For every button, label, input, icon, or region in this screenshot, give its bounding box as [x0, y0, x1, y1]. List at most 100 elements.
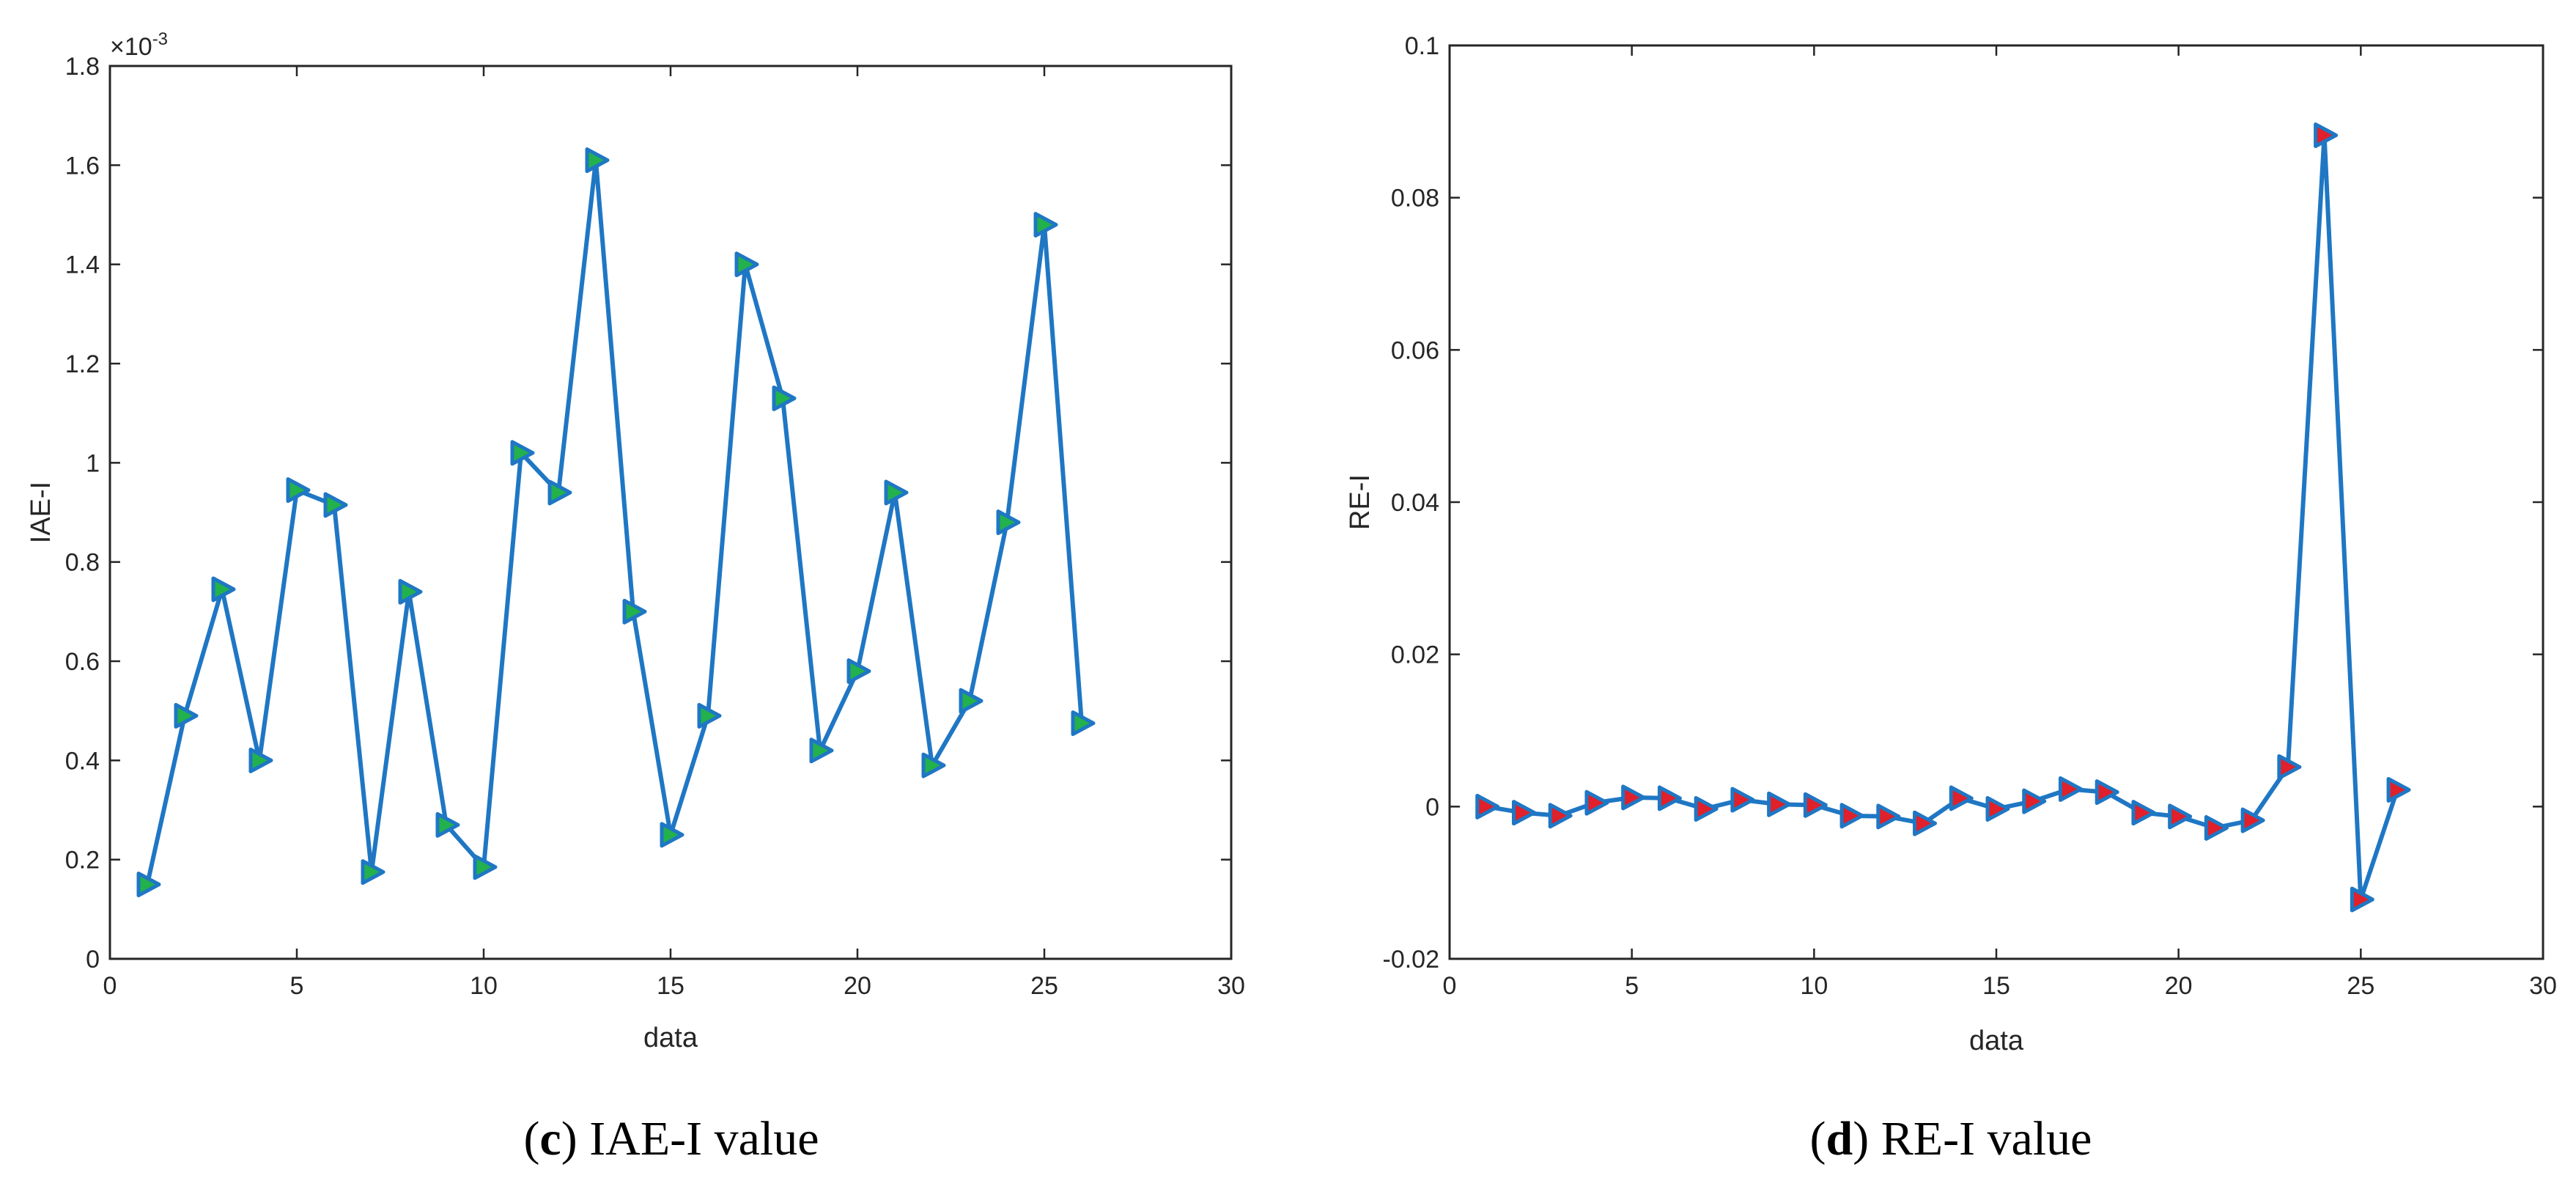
data-point-marker-c [1071, 710, 1096, 737]
caption-c-letter: c [539, 1112, 561, 1166]
data-point-marker-c [622, 598, 647, 625]
x-tick-label-c: 30 [1217, 972, 1245, 1000]
caption-d-letter: d [1826, 1112, 1853, 1166]
data-point-marker-d [2168, 803, 2193, 830]
data-point-marker-d [2386, 776, 2411, 803]
data-point-marker-d [1913, 810, 1938, 836]
data-point-marker-c [136, 872, 161, 897]
data-point-marker-c [772, 385, 797, 411]
x-tick-label-c: 5 [290, 972, 304, 1000]
data-point-marker-d [1548, 803, 1573, 829]
data-point-marker-d [1803, 792, 1828, 818]
data-point-marker-c [435, 811, 460, 838]
data-point-marker-c [921, 752, 946, 778]
y-tick-label-c: 1 [86, 449, 100, 477]
caption-c-text: IAE-I value [577, 1112, 819, 1166]
y-tick-label-c: 0.2 [65, 847, 100, 875]
y-axis-label-c: IAE-I [26, 482, 56, 543]
x-tick-label-d: 10 [1800, 972, 1828, 1000]
data-point-marker-d [1730, 787, 1755, 813]
x-tick-label-c: 25 [1030, 972, 1058, 1000]
caption-d: (d) RE-I value [1810, 1112, 2092, 1166]
chart-panel-c: 0 5 10 15 20 25 30 0 0.2 0.4 0.6 0.8 1 1.2 1.4 1.6 1.8 ×… [26, 29, 1245, 1166]
caption-c-open: ( [523, 1112, 539, 1166]
y-tick-label-d: 0.04 [1391, 489, 1439, 517]
data-point-marker-d [1657, 785, 1682, 811]
y-tick-label-c: 1.4 [65, 251, 100, 279]
x-axis-label-d: data [1969, 1026, 2024, 1056]
data-point-marker-d [2095, 779, 2119, 806]
data-point-marker-d [1511, 800, 1536, 826]
data-point-marker-c [398, 578, 423, 605]
y-tick-label-c: 0.4 [65, 747, 100, 775]
caption-c: (c) IAE-I value [523, 1112, 819, 1166]
data-point-marker-d [1767, 791, 1792, 817]
x-tick-label-c: 10 [470, 972, 498, 1000]
data-point-marker-d [1584, 789, 1609, 816]
data-point-marker-c [660, 822, 684, 848]
x-tick-label-d: 20 [2165, 972, 2193, 1000]
y-tick-label-d: 0.02 [1391, 641, 1439, 669]
data-point-marker-d [1876, 803, 1901, 830]
exponent-base-c: ×10 [110, 33, 152, 61]
exponent-label-c: ×10-3 [110, 29, 168, 61]
x-tick-label-d: 5 [1625, 972, 1639, 1000]
y-tick-label-c: 0.8 [65, 549, 100, 577]
x-tick-label-c: 0 [103, 972, 117, 1000]
data-point-marker-d [2058, 776, 2083, 802]
data-point-marker-c [211, 576, 236, 603]
data-point-marker-c [996, 509, 1021, 536]
y-axis-label-d: RE-I [1345, 474, 1376, 530]
plot-area-d [1448, 44, 2544, 960]
data-point-marker-c [884, 479, 909, 506]
x-tick-label-c: 20 [844, 972, 871, 1000]
data-point-marker-c [585, 147, 610, 174]
y-tick-label-d: 0 [1425, 793, 1439, 821]
data-point-marker-d [1949, 785, 1974, 811]
data-point-marker-d [2022, 788, 2047, 814]
y-tick-label-c: 0.6 [65, 648, 100, 676]
data-point-marker-d [2314, 122, 2339, 149]
data-point-marker-d [2240, 807, 2265, 833]
data-point-marker-c [248, 747, 273, 773]
data-point-marker-d [2131, 800, 2156, 826]
x-tick-label-d: 30 [2529, 972, 2557, 1000]
caption-d-text: RE-I value [1869, 1112, 2092, 1166]
data-point-marker-c [1033, 212, 1058, 238]
data-point-marker-d [1985, 795, 2010, 822]
y-tick-label-c: 0 [86, 946, 100, 973]
data-point-marker-d [2277, 754, 2302, 780]
data-point-marker-d [1694, 795, 1719, 822]
y-tick-label-d: -0.02 [1383, 946, 1440, 973]
data-point-marker-d [1621, 784, 1646, 811]
data-point-marker-c [174, 702, 199, 729]
y-tick-label-c: 1.2 [65, 350, 100, 378]
exponent-power-c: -3 [152, 29, 168, 49]
x-tick-label-d: 15 [1982, 972, 2010, 1000]
y-tick-label-c: 1.6 [65, 152, 100, 180]
x-axis-label-c: data [643, 1023, 698, 1053]
x-tick-label-d: 25 [2347, 972, 2374, 1000]
x-tick-label-d: 0 [1443, 972, 1457, 1000]
data-point-marker-c [846, 658, 871, 685]
y-tick-label-d: 0.1 [1405, 32, 1439, 60]
data-point-marker-c [510, 440, 535, 466]
data-point-marker-c [323, 492, 348, 518]
data-point-marker-c [697, 702, 722, 729]
plot-area-c [108, 65, 1233, 960]
y-tick-label-d: 0.08 [1391, 185, 1439, 213]
data-point-marker-d [1839, 803, 1864, 829]
caption-c-close: ) [561, 1112, 577, 1166]
caption-d-close: ) [1853, 1112, 1869, 1166]
data-point-marker-d [2204, 814, 2229, 841]
y-tick-label-c: 1.8 [65, 53, 100, 81]
data-point-marker-c [361, 859, 385, 886]
x-tick-label-c: 15 [657, 972, 684, 1000]
data-point-marker-c [286, 477, 311, 504]
data-point-marker-d [1475, 793, 1500, 820]
caption-d-open: ( [1810, 1112, 1826, 1166]
data-point-marker-d [2350, 886, 2374, 913]
data-point-marker-c [959, 688, 983, 714]
